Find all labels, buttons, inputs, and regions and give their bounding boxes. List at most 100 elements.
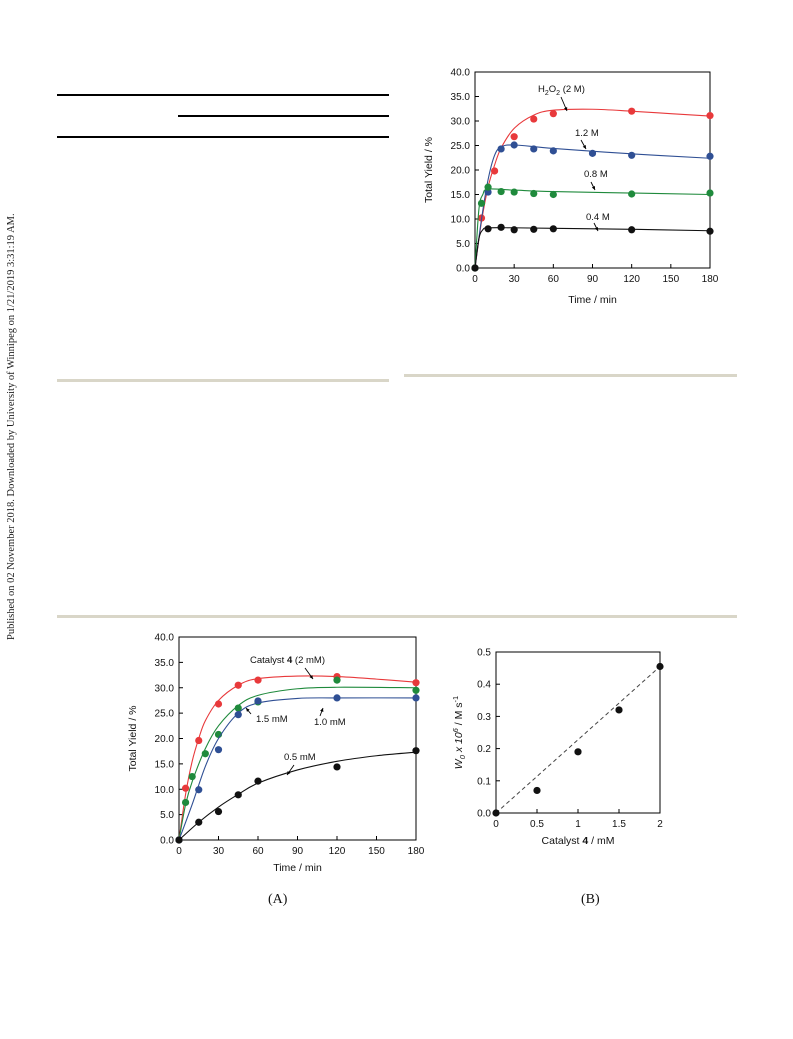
y-tick-label: 10.0 xyxy=(155,785,175,796)
y-tick-label: 40.0 xyxy=(451,68,471,79)
divider-full xyxy=(57,615,737,618)
data-point xyxy=(628,190,636,198)
x-tick-label: 0 xyxy=(176,846,182,857)
annotation-label: 0.8 M xyxy=(584,169,608,180)
data-point xyxy=(615,706,623,714)
x-tick-label: 2 xyxy=(657,819,663,830)
data-point xyxy=(195,786,203,794)
data-point xyxy=(412,686,420,694)
data-point xyxy=(533,786,541,795)
series-line xyxy=(474,227,711,269)
data-point xyxy=(471,264,479,272)
data-point xyxy=(234,711,242,719)
annotation-label: Catalyst 4 (2 mM) xyxy=(250,655,325,666)
data-point xyxy=(706,227,714,235)
annotation-arrowhead xyxy=(309,675,313,679)
x-tick-label: 1 xyxy=(575,819,581,830)
series-line xyxy=(474,144,711,269)
x-tick-label: 0 xyxy=(472,274,478,285)
data-point xyxy=(234,704,242,712)
data-point xyxy=(549,225,557,233)
y-tick-label: 30.0 xyxy=(155,683,175,694)
annotation-arrowhead xyxy=(594,227,598,231)
series-line xyxy=(178,697,417,841)
data-point xyxy=(412,694,420,702)
y-axis-label: Total Yield / % xyxy=(423,137,435,203)
data-point xyxy=(181,798,190,807)
data-point xyxy=(412,679,420,687)
side-note-text: Published on 02 November 2018. Downloade… xyxy=(6,213,17,640)
y-tick-label: 40.0 xyxy=(155,633,175,644)
data-point xyxy=(510,133,518,141)
data-point xyxy=(484,225,492,233)
table-rule-mid xyxy=(178,115,389,117)
data-point xyxy=(628,226,636,234)
chart-b: 0.0 0.1 0.2 0.3 0.4 0.5 0 0.5 1 1.5 2 Catalyst 4 / … xyxy=(451,648,664,847)
data-point xyxy=(234,791,242,799)
data-point xyxy=(214,807,223,816)
side-note: Published on 02 November 2018. Downloade… xyxy=(6,213,17,640)
divider-left xyxy=(57,379,389,382)
data-point xyxy=(412,747,420,755)
data-point xyxy=(333,763,341,771)
x-tick-label: 60 xyxy=(548,274,560,285)
chart-top: 0.0 5.0 10.0 15.0 20.0 25.0 30.0 35.0 40.0 0 30 60 9… xyxy=(423,68,719,307)
data-point xyxy=(254,777,262,785)
data-point xyxy=(656,662,664,671)
y-tick-label: 5.0 xyxy=(456,239,470,250)
data-point xyxy=(195,818,203,826)
x-tick-label: 30 xyxy=(213,846,225,857)
data-point xyxy=(549,110,557,118)
y-tick-label: 0.5 xyxy=(477,648,491,659)
y-tick-label: 0.0 xyxy=(477,809,491,820)
data-point xyxy=(588,149,597,157)
data-point xyxy=(706,112,714,120)
data-point xyxy=(628,107,636,115)
data-point xyxy=(175,836,183,844)
annotation-arrowhead xyxy=(563,107,568,111)
x-tick-label: 150 xyxy=(662,274,679,285)
annotation-label: H2O2 (2 M) xyxy=(538,84,585,97)
data-point xyxy=(492,809,500,817)
x-tick-label: 120 xyxy=(623,274,640,285)
data-point xyxy=(706,152,714,160)
data-point xyxy=(333,694,341,702)
plot-frame xyxy=(495,651,661,814)
table-rule-top xyxy=(57,94,389,96)
data-point xyxy=(195,736,203,745)
table-rule-bottom xyxy=(57,136,389,138)
annotation-arrowhead xyxy=(582,145,586,149)
x-tick-label: 60 xyxy=(252,846,264,857)
data-point xyxy=(333,676,341,684)
y-axis-label: W0 x 106 / M s-1 xyxy=(451,696,467,769)
caption-b: (B) xyxy=(581,892,600,907)
data-point xyxy=(530,145,538,153)
x-tick-label: 180 xyxy=(702,274,719,285)
y-tick-label: 30.0 xyxy=(451,117,471,128)
x-tick-label: 30 xyxy=(509,274,521,285)
annotation-label: 0.4 M xyxy=(586,212,610,223)
divider-right xyxy=(404,374,737,377)
x-tick-label: 120 xyxy=(329,846,346,857)
data-point xyxy=(497,145,505,153)
y-tick-label: 25.0 xyxy=(155,709,175,720)
y-tick-label: 0.1 xyxy=(477,776,491,787)
annotation-arrowhead xyxy=(246,708,250,712)
data-point xyxy=(188,772,196,781)
caption-a: (A) xyxy=(268,892,288,907)
y-tick-label: 0.2 xyxy=(477,744,491,755)
y-tick-label: 0.3 xyxy=(477,712,491,723)
y-tick-label: 20.0 xyxy=(451,166,471,177)
y-tick-label: 20.0 xyxy=(155,734,175,745)
y-tick-label: 0.4 xyxy=(477,680,491,691)
data-point xyxy=(628,151,636,159)
x-tick-label: 180 xyxy=(408,846,425,857)
data-point xyxy=(214,700,223,708)
y-tick-label: 15.0 xyxy=(155,759,175,770)
data-point xyxy=(254,697,262,705)
y-tick-label: 0.0 xyxy=(160,836,174,847)
y-axis-label: Total Yield / % xyxy=(127,706,139,772)
chart-a: 0.0 5.0 10.0 15.0 20.0 25.0 30.0 35.0 40.0 0 30 60 9… xyxy=(127,633,425,875)
data-point xyxy=(510,226,518,234)
annotation-arrowhead xyxy=(287,771,291,775)
